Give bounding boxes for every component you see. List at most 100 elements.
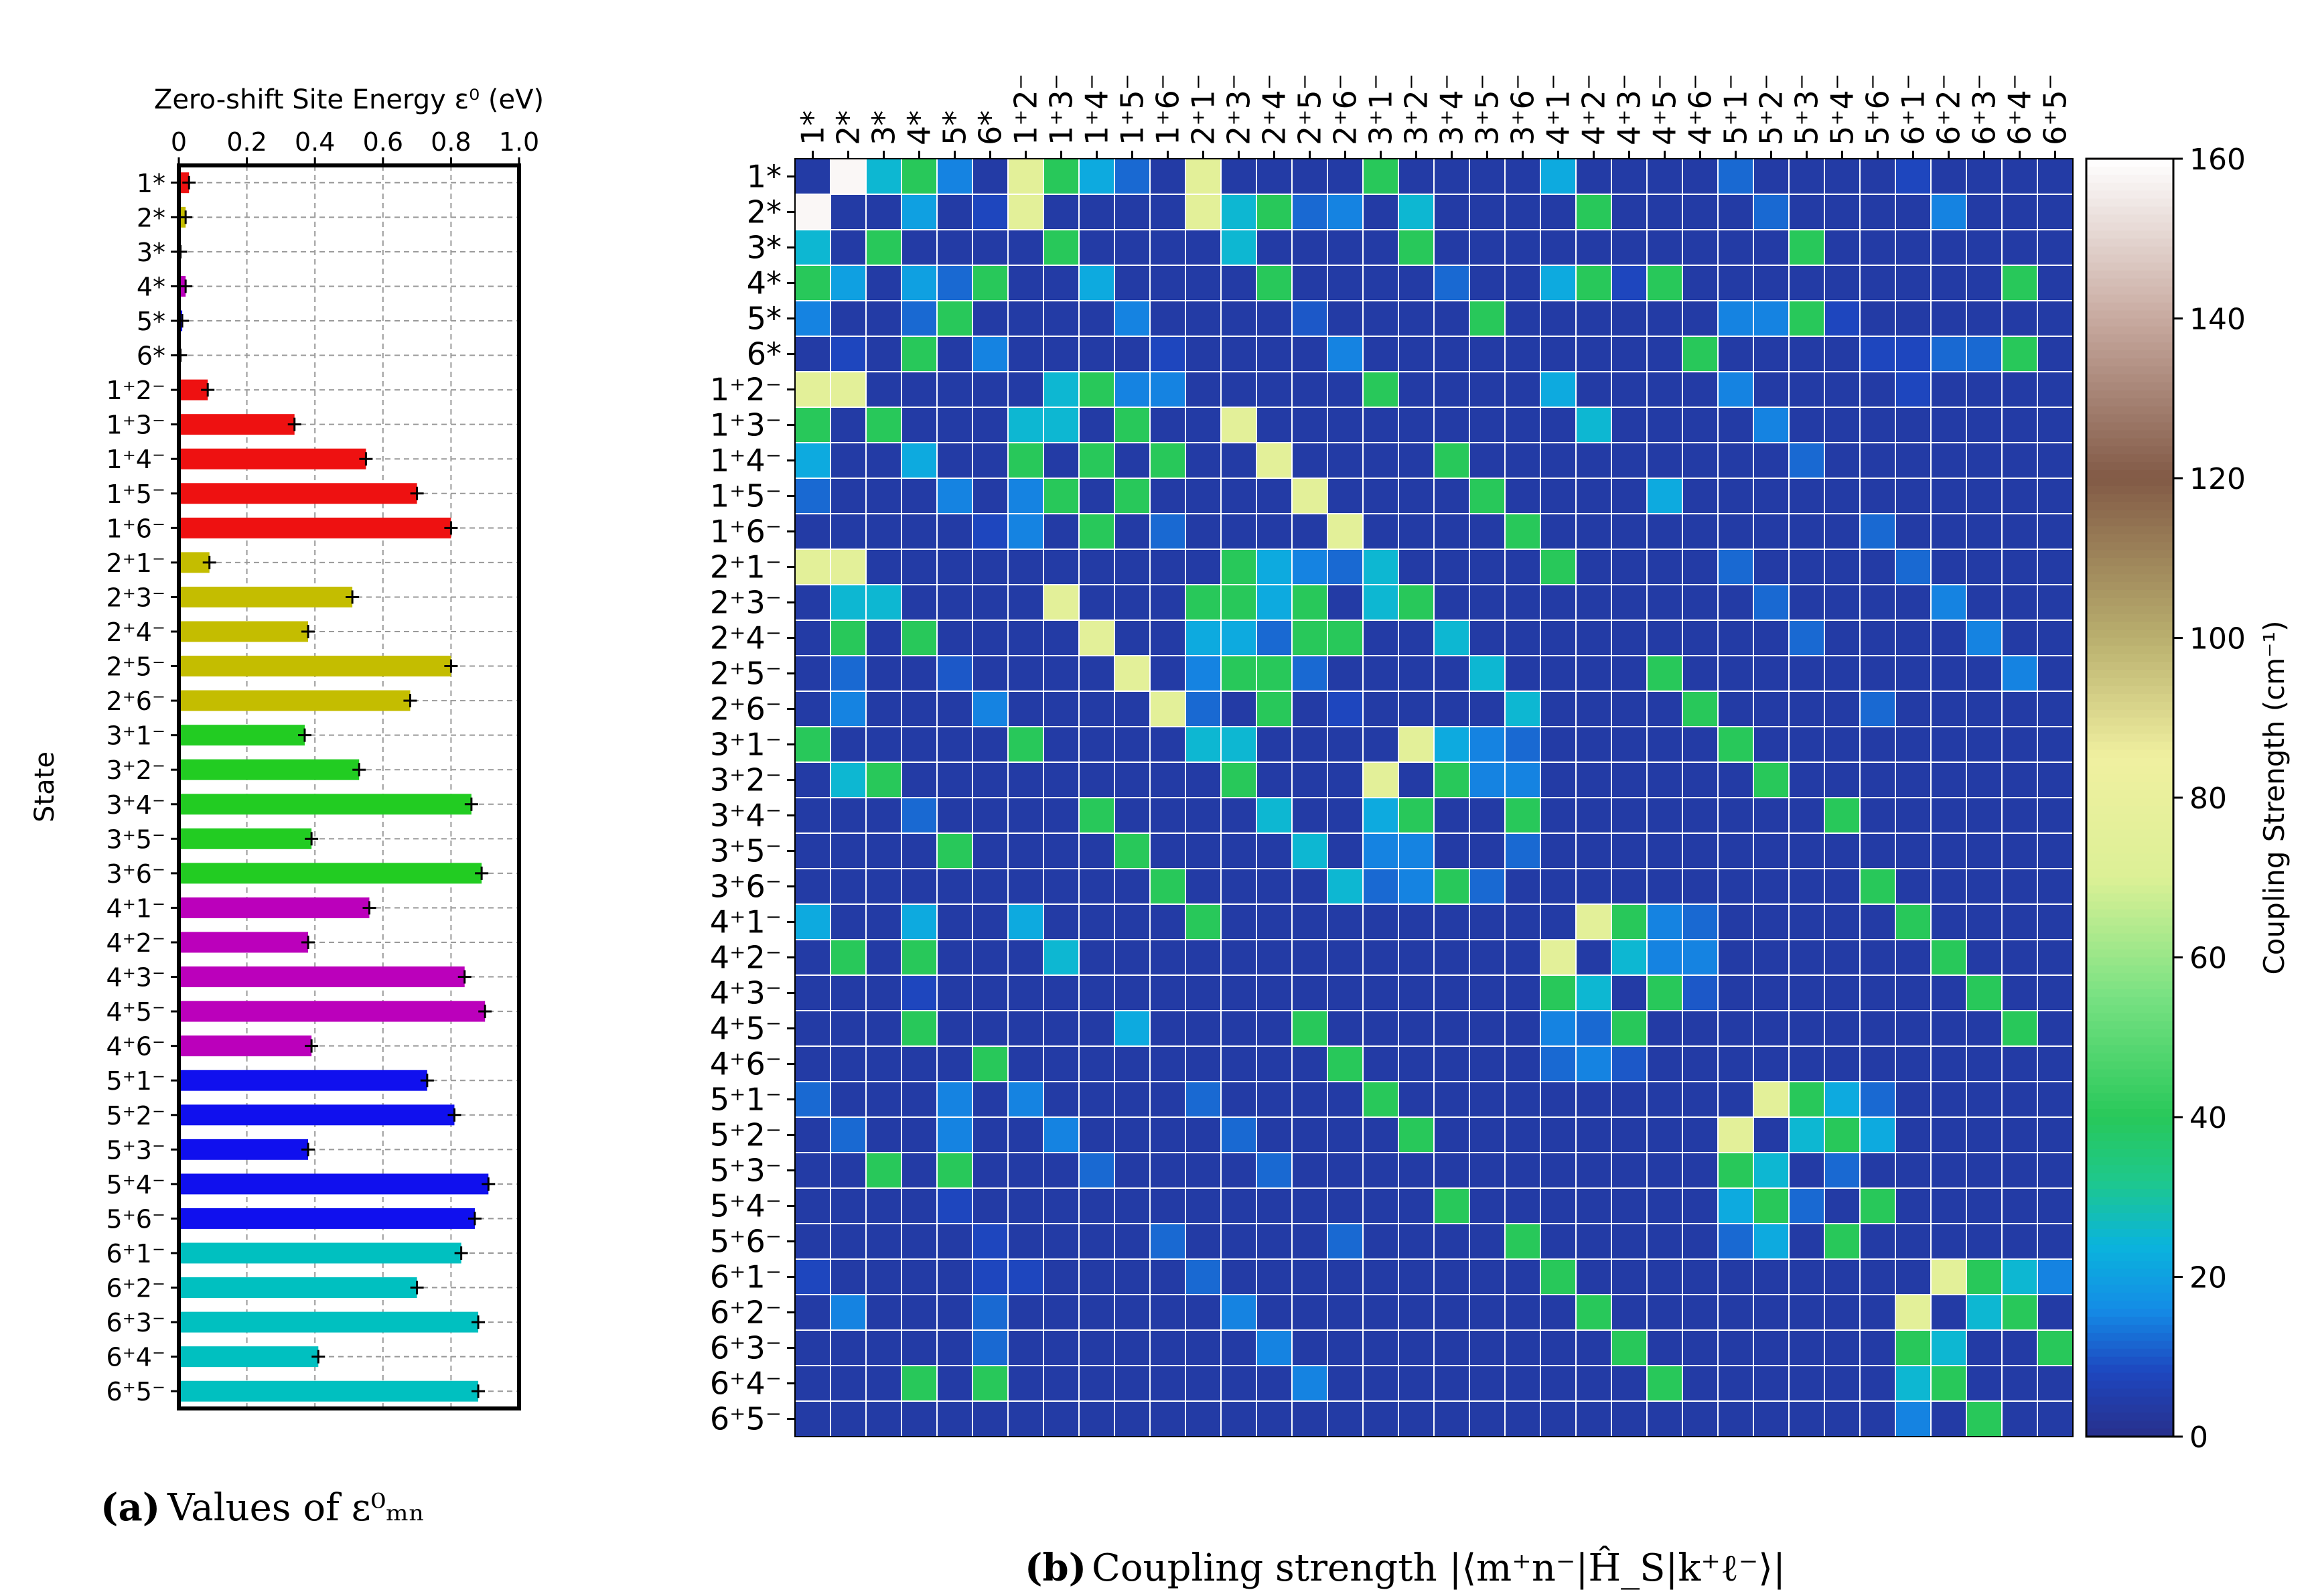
heatmap-cell: [1469, 371, 1506, 408]
heatmap-cell: [1575, 797, 1612, 834]
colorbar-segment: [2086, 294, 2173, 303]
heatmap-cell: [901, 620, 938, 656]
colorbar-segment: [2086, 965, 2173, 974]
row-label: 2⁺1⁻: [710, 549, 782, 585]
bar: [179, 690, 411, 711]
heatmap-cell: [865, 797, 902, 834]
heatmap-cell: [1895, 229, 1932, 266]
heatmap-cell: [1007, 797, 1044, 834]
heatmap-cell: [865, 1223, 902, 1260]
heatmap-cell: [1504, 336, 1541, 372]
heatmap-cell: [1256, 1081, 1293, 1118]
heatmap-cell: [1078, 300, 1115, 337]
energy-bar-chart: 0 0.2 0.4 0.6 0.8 1.01*2*3*4*5*6*1⁺2⁻1⁺3⁻1⁺4⁻…: [29, 84, 544, 1410]
heatmap-cell: [1788, 442, 1825, 479]
heatmap-cell: [1540, 1081, 1577, 1118]
heatmap-cell: [1327, 1294, 1364, 1331]
heatmap-cell: [2037, 407, 2074, 443]
heatmap-cell: [794, 939, 831, 976]
colorbar-segment: [2086, 686, 2173, 695]
heatmap-cell: [1930, 1400, 1967, 1437]
heatmap-cell: [1256, 513, 1293, 550]
heatmap-cell: [1646, 300, 1683, 337]
colorbar-segment: [2086, 782, 2173, 791]
colorbar-segment: [2086, 518, 2173, 527]
heatmap-cell: [1753, 1223, 1790, 1260]
heatmap-cell: [1291, 549, 1328, 585]
heatmap-cell: [1043, 442, 1080, 479]
heatmap-cell: [1504, 584, 1541, 621]
heatmap-cell: [1433, 549, 1470, 585]
heatmap-cell: [1043, 229, 1080, 266]
heatmap-cell: [1185, 1365, 1222, 1402]
heatmap-cell: [1469, 655, 1506, 692]
heatmap-cell: [1398, 336, 1435, 372]
heatmap-cell: [830, 1010, 867, 1047]
heatmap-cell: [1717, 371, 1754, 408]
heatmap-cell: [1007, 265, 1044, 301]
heatmap-cell: [1327, 974, 1364, 1011]
bar: [179, 414, 295, 435]
row-label: 6⁺1⁻: [710, 1259, 782, 1295]
heatmap-cell: [1043, 726, 1080, 763]
heatmap-cell: [1220, 832, 1257, 869]
heatmap-cell: [1327, 229, 1364, 266]
heatmap-cell: [936, 1329, 973, 1366]
heatmap-cell: [2037, 1010, 2074, 1047]
colorbar-segment: [2086, 981, 2173, 991]
heatmap-cell: [2001, 1258, 2038, 1295]
heatmap-cell: [830, 1400, 867, 1437]
heatmap-cell: [1504, 974, 1541, 1011]
heatmap-cell: [1185, 513, 1222, 550]
heatmap-cell: [1540, 407, 1577, 443]
heatmap-cell: [1859, 265, 1896, 301]
colorbar-segment: [2086, 278, 2173, 287]
heatmap-cell: [1611, 478, 1648, 514]
heatmap-cell: [1043, 1365, 1080, 1402]
bar: [179, 966, 465, 988]
colorbar-segment: [2086, 1189, 2173, 1198]
heatmap-cell: [1149, 903, 1186, 940]
heatmap-cell: [1398, 1223, 1435, 1260]
heatmap-cell: [1682, 549, 1719, 585]
heatmap-cell: [1540, 797, 1577, 834]
y-tick-label: 3⁺6⁻: [106, 859, 165, 889]
heatmap-cell: [1717, 407, 1754, 443]
heatmap-cell: [1256, 371, 1293, 408]
heatmap-cell: [1788, 371, 1825, 408]
heatmap-cell: [1859, 549, 1896, 585]
heatmap-cell: [865, 300, 902, 337]
heatmap-cell: [972, 1223, 1009, 1260]
heatmap-cell: [830, 832, 867, 869]
heatmap-cell: [2001, 691, 2038, 727]
heatmap-cell: [1930, 903, 1967, 940]
heatmap-cell: [1717, 797, 1754, 834]
heatmap-cell: [2001, 336, 2038, 372]
heatmap-cell: [865, 868, 902, 905]
heatmap-cell: [2037, 1081, 2074, 1118]
heatmap-cell: [1149, 1187, 1186, 1224]
heatmap-cell: [972, 761, 1009, 798]
heatmap-cell: [1859, 1010, 1896, 1047]
colorbar-tick-label: 160: [2189, 143, 2246, 177]
heatmap-cell: [1966, 549, 2003, 585]
heatmap-cell: [1895, 726, 1932, 763]
colorbar-segment: [2086, 526, 2173, 535]
heatmap-cell: [2037, 336, 2074, 372]
heatmap-cell: [1824, 832, 1861, 869]
heatmap-cell: [794, 265, 831, 301]
heatmap-cell: [972, 655, 1009, 692]
heatmap-cell: [1824, 1010, 1861, 1047]
row-label: 1⁺2⁻: [710, 372, 782, 408]
heatmap-cell: [1078, 832, 1115, 869]
colorbar-segment: [2086, 342, 2173, 352]
heatmap-cell: [1433, 1081, 1470, 1118]
heatmap-cell: [1327, 478, 1364, 514]
heatmap-cell: [1895, 620, 1932, 656]
heatmap-cell: [901, 265, 938, 301]
heatmap-cell: [865, 265, 902, 301]
bar: [179, 1173, 489, 1195]
colorbar-segment: [2086, 741, 2173, 751]
heatmap-cell: [830, 1187, 867, 1224]
heatmap-cell: [1966, 1223, 2003, 1260]
